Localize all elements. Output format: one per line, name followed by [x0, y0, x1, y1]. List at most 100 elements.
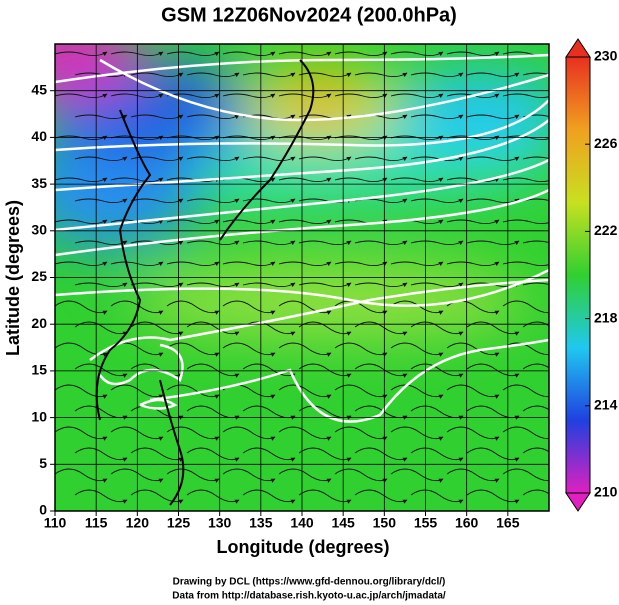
streamline [390, 426, 444, 441]
y-tick-label: 25 [31, 268, 47, 284]
streamline [390, 261, 444, 267]
streamline [466, 198, 520, 204]
streamline [222, 219, 276, 225]
x-tick-label: 145 [331, 515, 355, 531]
colorbar-tick-label: 218 [594, 309, 618, 325]
colorbar-tick-label: 214 [594, 397, 618, 413]
streamline [354, 240, 408, 246]
grid [55, 44, 549, 511]
streamline [110, 51, 164, 57]
streamline [130, 72, 184, 78]
streamline [74, 114, 128, 120]
streamline [390, 342, 444, 357]
streamline [222, 261, 276, 267]
streamline [55, 93, 108, 99]
streamline [522, 198, 549, 202]
streamline [55, 468, 108, 483]
streamline [410, 72, 464, 78]
colorbar-tick-label: 226 [594, 135, 618, 151]
y-tick-label: 0 [39, 502, 47, 518]
streamline [446, 177, 500, 183]
streamline [278, 135, 332, 141]
streamline [222, 468, 276, 483]
streamline [166, 384, 220, 399]
y-axis-label: Latitude (degrees) [3, 200, 23, 356]
y-tick-label: 35 [31, 175, 47, 191]
streamline [278, 261, 332, 267]
streamline [166, 300, 220, 315]
x-tick-label: 150 [373, 515, 397, 531]
streamline [222, 93, 276, 99]
streamline [278, 342, 332, 357]
streamline [466, 114, 520, 120]
streamline [130, 489, 184, 504]
streamline [242, 282, 296, 288]
colorbar-tick-label: 210 [594, 484, 618, 500]
streamline [74, 447, 128, 462]
colorbar-extend-top [565, 38, 591, 58]
streamline [410, 114, 464, 120]
streamline [466, 240, 520, 246]
streamline [74, 156, 128, 162]
streamline [110, 468, 164, 483]
streamline [354, 72, 408, 78]
streamline [522, 363, 549, 370]
streamline [186, 198, 240, 204]
streamline [522, 447, 549, 454]
streamline [130, 321, 184, 336]
y-tick-label: 45 [31, 81, 47, 97]
streamline [242, 489, 296, 504]
streamline [166, 93, 220, 99]
streamline [354, 447, 408, 462]
streamline [466, 321, 520, 336]
streamline [110, 384, 164, 399]
streamline [55, 219, 108, 225]
streamline [74, 363, 128, 378]
x-tick-label: 135 [249, 515, 273, 531]
streamline [110, 177, 164, 183]
y-tick-label: 15 [31, 362, 47, 378]
streamline [110, 135, 164, 141]
streamline [390, 177, 444, 183]
streamline [522, 489, 549, 496]
streamline [55, 177, 108, 183]
streamline [446, 219, 500, 225]
colorbar-extend-bottom [565, 492, 591, 512]
y-tick-label: 20 [31, 315, 47, 331]
streamline [186, 447, 240, 462]
streamline [522, 405, 549, 412]
streamline [130, 282, 184, 288]
streamline [522, 240, 549, 244]
streamline [298, 447, 352, 462]
streamline [130, 114, 184, 120]
streamline [354, 156, 408, 162]
x-tick-label: 130 [208, 515, 232, 531]
streamline [55, 300, 108, 315]
streamline [298, 156, 352, 162]
streamline [186, 240, 240, 246]
streamline [186, 321, 240, 336]
streamline [186, 156, 240, 162]
streamline [222, 426, 276, 441]
streamline [446, 261, 500, 267]
x-tick-label: 120 [126, 515, 150, 531]
streamline [242, 447, 296, 462]
streamline [410, 198, 464, 204]
contours [55, 53, 549, 423]
streamline [354, 363, 408, 378]
footer-line: Drawing by DCL (https://www.gfd-dennou.o… [173, 577, 446, 588]
streamline [55, 261, 108, 267]
streamline [130, 198, 184, 204]
streamline [186, 489, 240, 504]
streamline [522, 282, 549, 286]
streamline [74, 321, 128, 336]
streamline [354, 321, 408, 336]
streamline [298, 489, 352, 504]
streamline [298, 72, 352, 78]
x-tick-label: 115 [85, 515, 108, 531]
axes: 110 115 120 125 130 135 140 145 150 155 160 165 0 5 10… [31, 81, 519, 530]
streamline [186, 72, 240, 78]
streamline [166, 135, 220, 141]
streamline [110, 261, 164, 267]
streamline [298, 240, 352, 246]
